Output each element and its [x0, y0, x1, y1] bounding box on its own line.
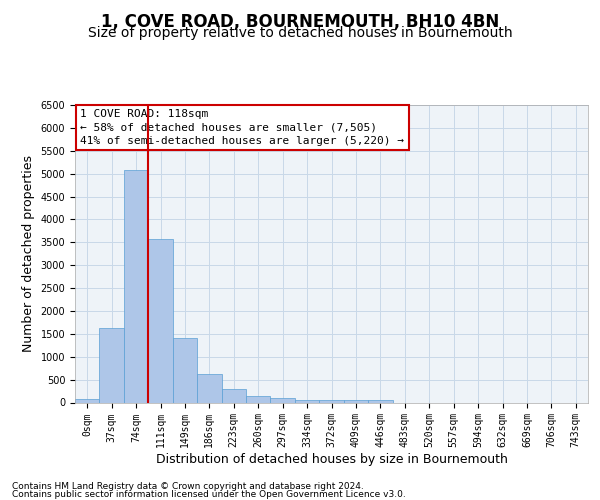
- Bar: [221, 389, 246, 402]
- X-axis label: Distribution of detached houses by size in Bournemouth: Distribution of detached houses by size …: [155, 453, 508, 466]
- Text: 1 COVE ROAD: 118sqm
← 58% of detached houses are smaller (7,505)
41% of semi-det: 1 COVE ROAD: 118sqm ← 58% of detached ho…: [80, 110, 404, 146]
- Bar: [197, 374, 221, 402]
- Y-axis label: Number of detached properties: Number of detached properties: [22, 155, 35, 352]
- Bar: [344, 400, 368, 402]
- Bar: [246, 396, 271, 402]
- Text: Contains public sector information licensed under the Open Government Licence v3: Contains public sector information licen…: [12, 490, 406, 499]
- Bar: [148, 239, 173, 402]
- Bar: [295, 400, 319, 402]
- Bar: [319, 400, 344, 402]
- Bar: [75, 399, 100, 402]
- Bar: [100, 328, 124, 402]
- Text: 1, COVE ROAD, BOURNEMOUTH, BH10 4BN: 1, COVE ROAD, BOURNEMOUTH, BH10 4BN: [101, 12, 499, 30]
- Text: Contains HM Land Registry data © Crown copyright and database right 2024.: Contains HM Land Registry data © Crown c…: [12, 482, 364, 491]
- Bar: [368, 400, 392, 402]
- Bar: [173, 338, 197, 402]
- Bar: [271, 398, 295, 402]
- Bar: [124, 170, 148, 402]
- Text: Size of property relative to detached houses in Bournemouth: Size of property relative to detached ho…: [88, 26, 512, 40]
